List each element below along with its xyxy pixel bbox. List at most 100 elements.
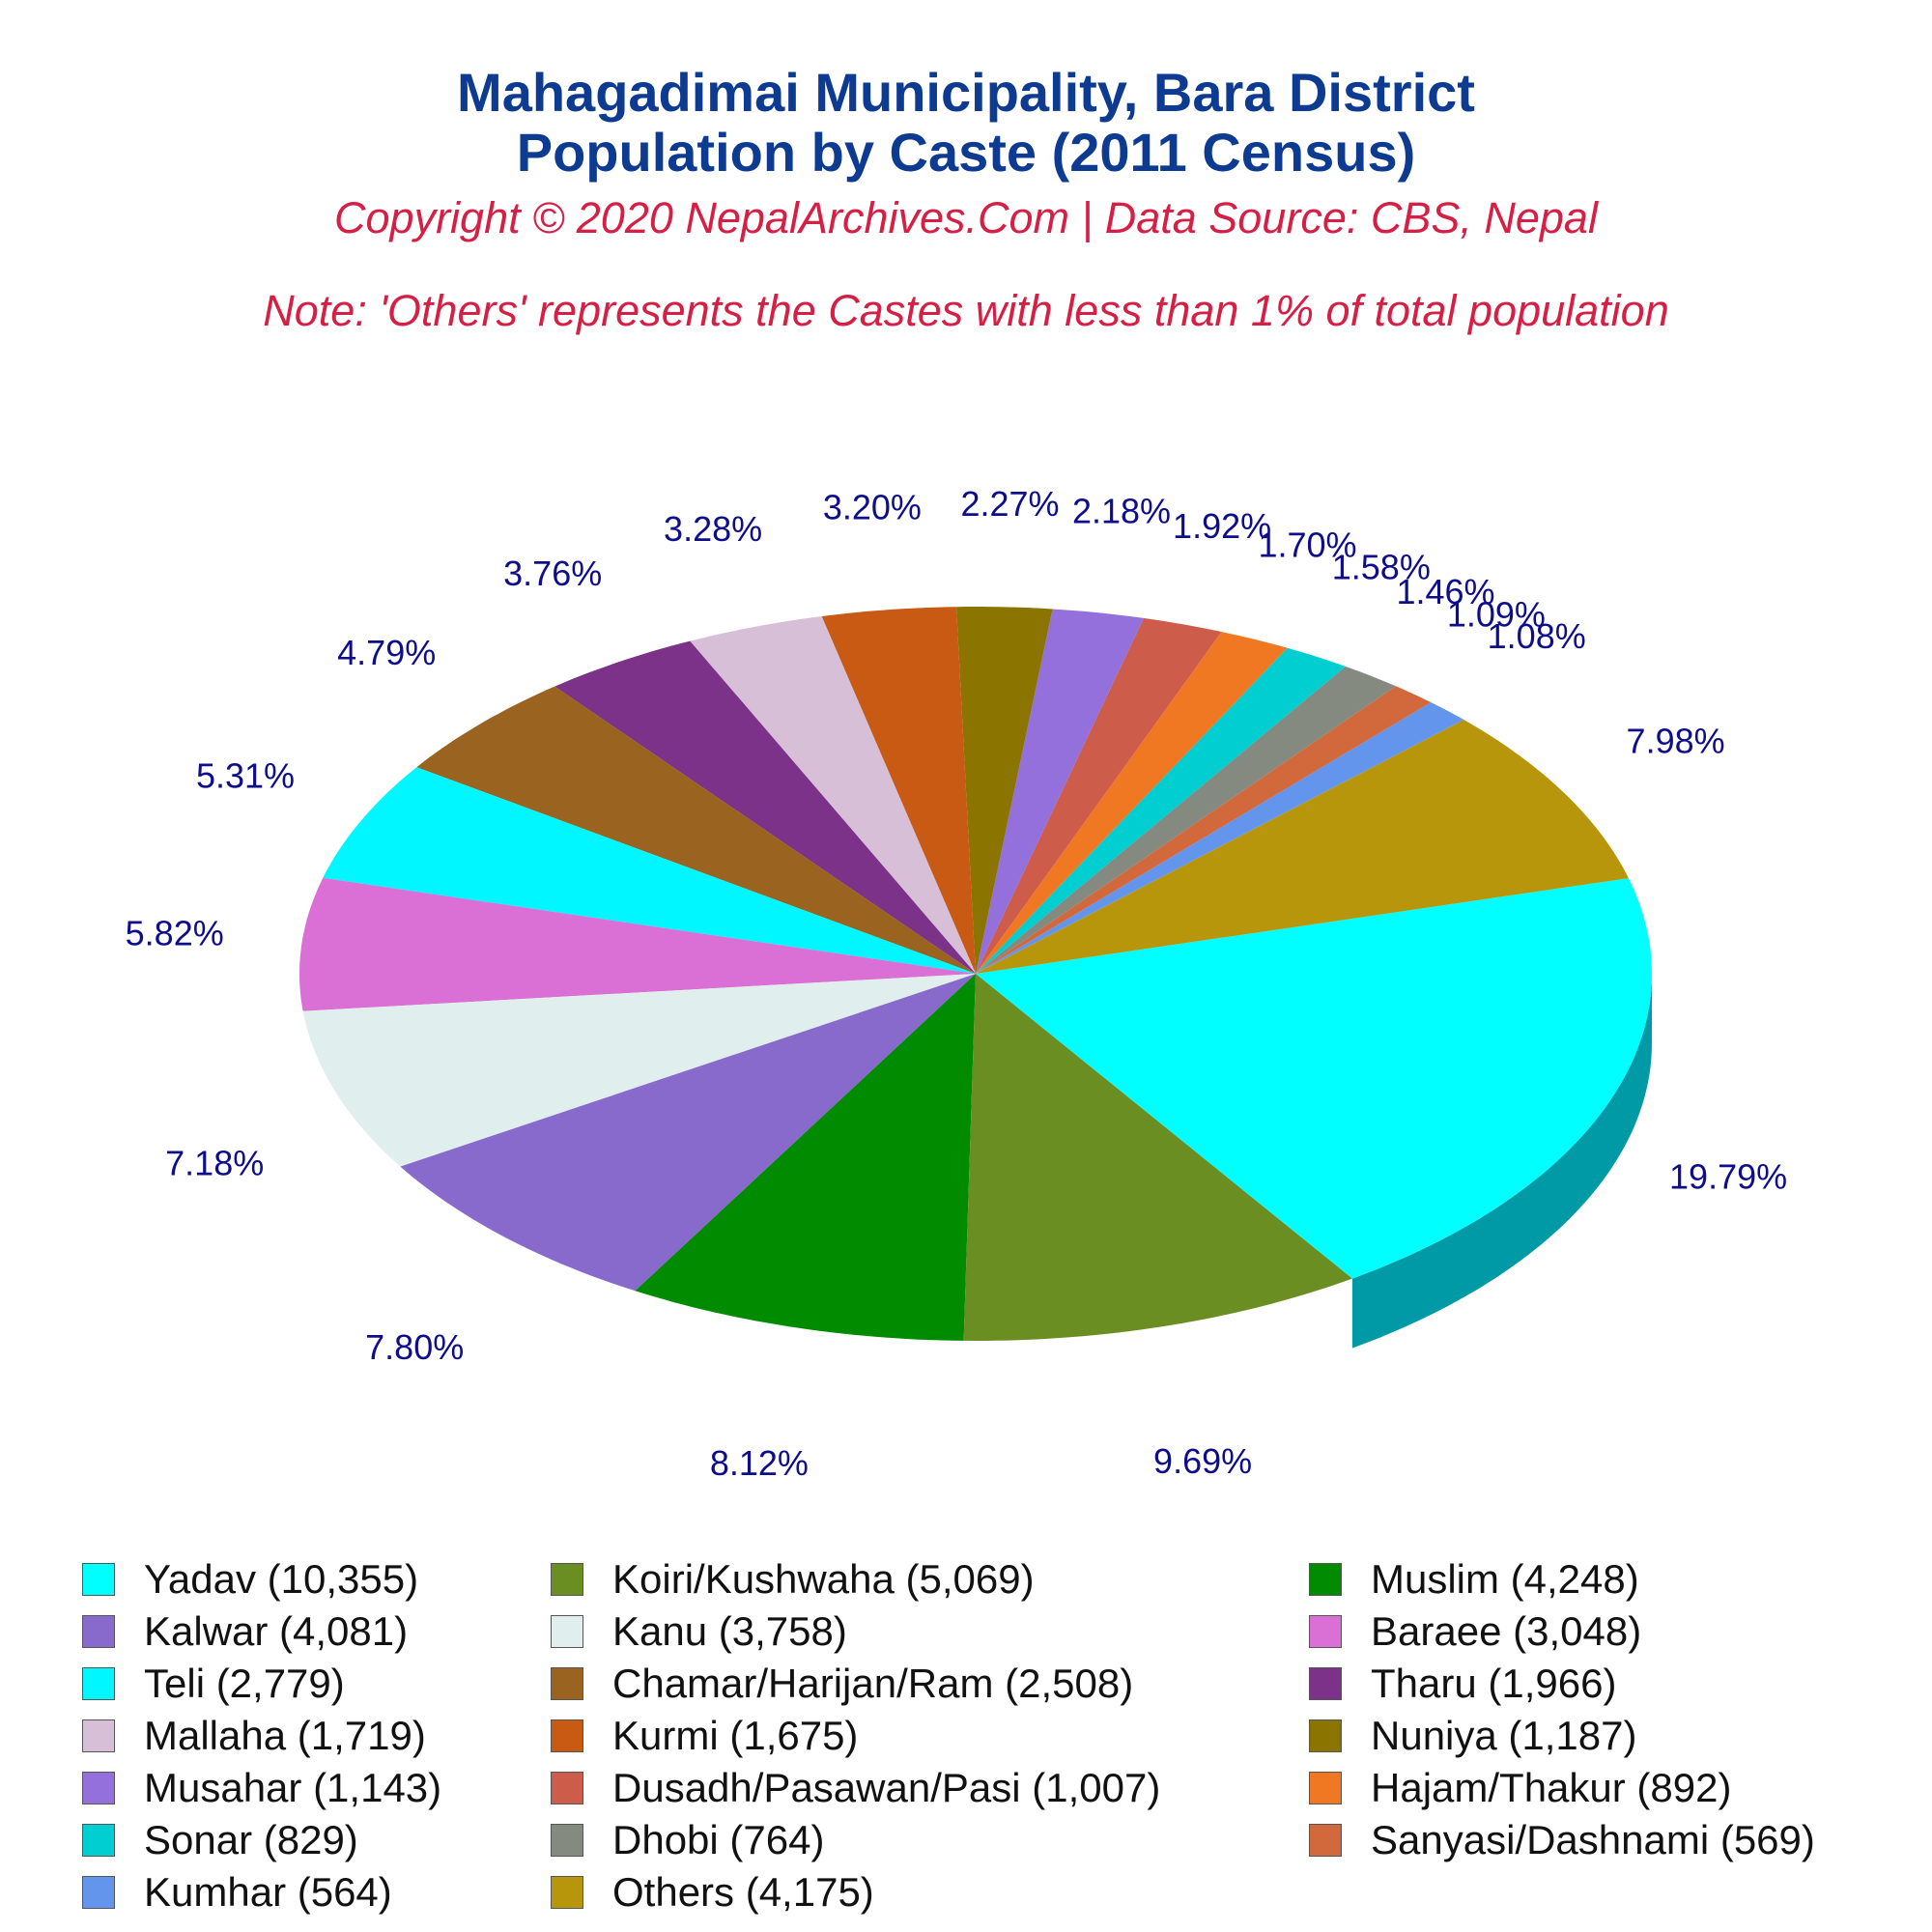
- legend-label: Kurmi (1,675): [612, 1713, 859, 1758]
- pie-slice-kalwar[interactable]: [400, 974, 976, 1292]
- legend-label: Mallaha (1,719): [144, 1713, 426, 1758]
- pie-slice-kanu[interactable]: [302, 974, 977, 1167]
- pie-slice-sonar[interactable]: [976, 647, 1346, 974]
- pie-label-sanyasi-dashnami: 1.09%: [1447, 595, 1546, 635]
- pie-slice-kumhar[interactable]: [976, 702, 1464, 974]
- pie-label-kurmi: 3.20%: [823, 488, 922, 527]
- pie-slice-nuniya[interactable]: [956, 607, 1053, 974]
- pie-slice-yadav[interactable]: [976, 878, 1652, 1279]
- pie-label-chamar-harijan-ram: 4.79%: [337, 633, 436, 672]
- legend-label: Yadav (10,355): [144, 1556, 419, 1602]
- pie-label-musahar: 2.18%: [1072, 492, 1171, 531]
- legend-swatch: [82, 1824, 115, 1857]
- legend-swatch: [1309, 1772, 1342, 1804]
- legend-swatch: [82, 1563, 115, 1596]
- pie-label-kanu: 7.18%: [165, 1143, 264, 1182]
- legend-label: Dhobi (764): [612, 1817, 825, 1862]
- legend-swatch: [551, 1876, 583, 1909]
- legend-item-hajam-thakur: Hajam/Thakur (892): [1309, 1762, 1731, 1814]
- legend-item-kumhar: Kumhar (564): [82, 1866, 392, 1918]
- pie-label-nuniya: 2.27%: [960, 484, 1059, 524]
- legend-label: Kalwar (4,081): [144, 1608, 409, 1654]
- legend-swatch: [551, 1563, 583, 1596]
- legend-swatch: [1309, 1667, 1342, 1700]
- legend-label: Dusadh/Pasawan/Pasi (1,007): [612, 1765, 1161, 1810]
- legend-swatch: [551, 1719, 583, 1752]
- legend-label: Chamar/Harijan/Ram (2,508): [612, 1661, 1134, 1706]
- legend-label: Baraee (3,048): [1371, 1608, 1642, 1654]
- pie-slice-others[interactable]: [976, 720, 1629, 974]
- pie-percent-labels: 19.79% 7.98% 1.08%1.09%1.46%1.58%1.70%1.92…: [126, 484, 1787, 1483]
- legend-swatch: [1309, 1824, 1342, 1857]
- pie-label-baraee: 5.82%: [126, 913, 224, 952]
- legend-item-yadav: Yadav (10,355): [82, 1553, 418, 1605]
- legend-item-teli: Teli (2,779): [82, 1658, 345, 1710]
- pie-label-dhobi: 1.46%: [1396, 572, 1494, 611]
- legend-label: Koiri/Kushwaha (5,069): [612, 1556, 1035, 1602]
- legend-item-kurmi: Kurmi (1,675): [551, 1710, 858, 1762]
- pie-slice-hajam-thakur[interactable]: [976, 632, 1288, 974]
- legend-item-dhobi: Dhobi (764): [551, 1814, 824, 1866]
- pie-slice-kurmi[interactable]: [821, 607, 976, 974]
- legend-item-nuniya: Nuniya (1,187): [1309, 1710, 1636, 1762]
- pie-slice-muslim[interactable]: [635, 974, 977, 1341]
- chart-legend: Yadav (10,355) Koiri/Kushwaha (5,069) Musl…: [0, 1553, 1932, 1920]
- pie-slice-koiri-kushwaha[interactable]: [963, 974, 1352, 1341]
- chart-title-line2: Population by Caste (2011 Census): [516, 122, 1416, 183]
- legend-swatch: [551, 1772, 583, 1804]
- legend-swatch: [82, 1719, 115, 1752]
- legend-swatch: [551, 1824, 583, 1857]
- pie-sides: [1351, 974, 1652, 1349]
- legend-label: Nuniya (1,187): [1371, 1713, 1637, 1758]
- legend-swatch: [1309, 1563, 1342, 1596]
- legend-item-sanyasi-dashnami: Sanyasi/Dashnami (569): [1309, 1814, 1815, 1866]
- legend-swatch: [82, 1667, 115, 1700]
- pie-slice-mallaha[interactable]: [690, 616, 976, 974]
- legend-label: Kanu (3,758): [612, 1608, 847, 1654]
- chart-title-line1: Mahagadimai Municipality, Bara District: [457, 62, 1475, 123]
- legend-item-tharu: Tharu (1,966): [1309, 1658, 1616, 1710]
- legend-swatch: [551, 1667, 583, 1700]
- legend-item-sonar: Sonar (829): [82, 1814, 358, 1866]
- legend-item-others: Others (4,175): [551, 1866, 874, 1918]
- legend-item-baraee: Baraee (3,048): [1309, 1605, 1641, 1658]
- legend-swatch: [1309, 1719, 1342, 1752]
- legend-item-mallaha: Mallaha (1,719): [82, 1710, 426, 1762]
- pie-slices: [299, 607, 1652, 1341]
- legend-label: Hajam/Thakur (892): [1371, 1765, 1732, 1810]
- pie-label-dusadh-pasawan-pasi: 1.92%: [1173, 506, 1271, 546]
- legend-item-muslim: Muslim (4,248): [1309, 1553, 1639, 1605]
- pie-slice-dhobi[interactable]: [976, 666, 1396, 974]
- pie-label-yadav: 19.79%: [1669, 1157, 1787, 1197]
- pie-label-tharu: 3.76%: [503, 554, 602, 593]
- legend-swatch: [1309, 1615, 1342, 1648]
- pie-slice-teli[interactable]: [323, 767, 976, 974]
- pie-slice-dusadh-pasawan-pasi[interactable]: [976, 617, 1222, 974]
- copyright-text: Copyright © 2020 NepalArchives.Com | Dat…: [334, 193, 1598, 242]
- legend-item-dusadh-pasawan-pasi: Dusadh/Pasawan/Pasi (1,007): [551, 1762, 1160, 1814]
- legend-swatch: [82, 1615, 115, 1648]
- pie-label-hajam-thakur: 1.70%: [1258, 526, 1356, 565]
- legend-label: Kumhar (564): [144, 1869, 392, 1915]
- pie-label-mallaha: 3.28%: [664, 509, 762, 549]
- legend-item-chamar-harijan-ram: Chamar/Harijan/Ram (2,508): [551, 1658, 1133, 1710]
- note-text: Note: 'Others' represents the Castes wit…: [263, 286, 1669, 335]
- pie-label-kumhar: 1.08%: [1488, 616, 1586, 656]
- pie-label-teli: 5.31%: [196, 755, 295, 795]
- pie-slice-tharu[interactable]: [554, 640, 976, 974]
- pie-slice-chamar-harijan-ram[interactable]: [416, 686, 976, 974]
- pie-label-muslim: 8.12%: [710, 1443, 809, 1483]
- legend-item-musahar: Musahar (1,143): [82, 1762, 441, 1814]
- pie-slice-sanyasi-dashnami[interactable]: [976, 686, 1432, 974]
- pie-chart: 19.79% 7.98% 1.08%1.09%1.46%1.58%1.70%1.92…: [126, 484, 1787, 1483]
- legend-label: Muslim (4,248): [1371, 1556, 1639, 1602]
- legend-swatch: [82, 1876, 115, 1909]
- pie-slice-baraee[interactable]: [299, 877, 976, 1011]
- pie-label-sonar: 1.58%: [1332, 548, 1431, 587]
- pie-label-others: 7.98%: [1627, 722, 1725, 761]
- pie-label-kalwar: 7.80%: [365, 1327, 464, 1367]
- pie-slice-musahar[interactable]: [976, 609, 1144, 975]
- pie-label-koiri-kushwaha: 9.69%: [1153, 1441, 1252, 1481]
- legend-label: Teli (2,779): [144, 1661, 345, 1706]
- legend-label: Sonar (829): [144, 1817, 358, 1862]
